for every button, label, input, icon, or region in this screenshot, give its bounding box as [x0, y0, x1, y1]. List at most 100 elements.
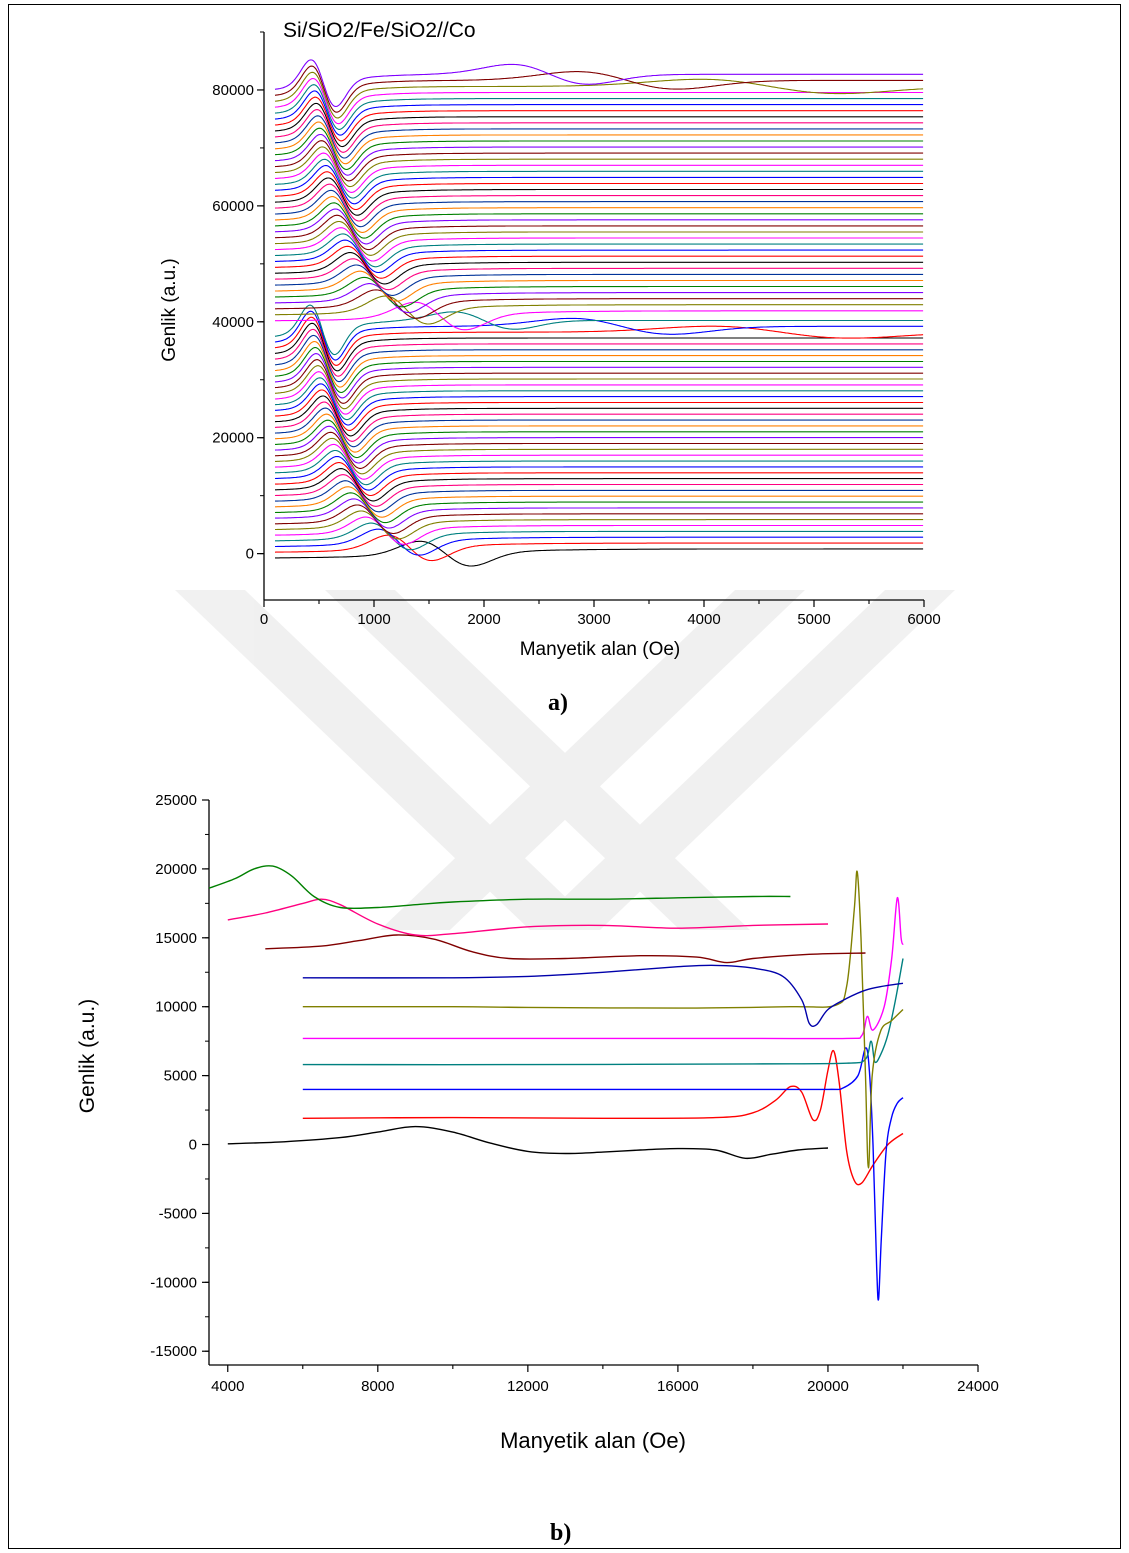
page-frame	[8, 4, 1121, 1549]
series-line	[274, 102, 924, 148]
series-line	[302, 958, 904, 1066]
series-line	[274, 340, 924, 388]
y-tick-label: -5000	[159, 1205, 197, 1222]
x-tick-label: 5000	[797, 611, 830, 628]
x-tick-label: 4000	[687, 611, 720, 628]
y-tick-label: 0	[189, 1137, 197, 1154]
series-line	[274, 371, 924, 415]
y-tick-label: 20000	[212, 430, 254, 447]
series-line	[274, 389, 924, 431]
x-tick-label: 2000	[467, 611, 500, 628]
y-tick-label: 5000	[164, 1068, 197, 1085]
series-line	[275, 419, 924, 459]
chart-a-ylabel: Genlik (a.u.)	[159, 258, 180, 361]
chart-a-axes: 0 1000 2000 3000 4000 5000 6000020000400006000…	[212, 31, 941, 628]
chart-a: Si/SiO2/Fe/SiO2//Co Manyetik alan (Oe) G…	[159, 19, 941, 660]
series-line	[275, 264, 924, 296]
chart-b-axes: 4000 8000 12000 16000 20000 24000 -15000 -10000…	[150, 792, 999, 1395]
series-line	[275, 383, 924, 426]
series-line	[274, 407, 924, 448]
series-line	[274, 334, 924, 383]
series-line	[274, 115, 924, 159]
series-line	[227, 1125, 829, 1160]
series-line	[302, 964, 904, 1028]
chart-a-title: Si/SiO2/Fe/SiO2//Co	[283, 19, 476, 42]
series-line	[274, 492, 924, 524]
series-line	[275, 270, 924, 302]
series-line	[274, 425, 924, 464]
series-line	[274, 377, 924, 421]
series-line	[302, 1047, 904, 1301]
series-line	[274, 208, 924, 245]
x-tick-label: 24000	[957, 1378, 999, 1395]
series-line	[274, 322, 924, 372]
y-tick-label: 10000	[155, 999, 197, 1016]
series-line	[275, 220, 924, 256]
series-line	[274, 534, 924, 562]
x-tick-label: 16000	[657, 1378, 699, 1395]
series-line	[275, 540, 924, 567]
x-tick-label: 0	[260, 611, 268, 628]
series-line	[274, 474, 924, 507]
series-line	[275, 189, 924, 228]
series-line	[275, 214, 924, 251]
series-line	[275, 245, 924, 279]
series-line	[274, 328, 924, 377]
series-line	[274, 449, 924, 486]
series-line	[274, 353, 924, 399]
y-tick-label: -15000	[150, 1343, 197, 1360]
series-line	[274, 258, 924, 291]
x-tick-label: 3000	[577, 611, 610, 628]
series-line	[274, 359, 924, 404]
caption-a: a)	[548, 690, 568, 716]
x-tick-label: 1000	[357, 611, 390, 628]
series-line	[275, 462, 924, 497]
chart-a-lines	[274, 59, 924, 567]
series-line	[274, 127, 924, 171]
x-tick-label: 4000	[211, 1378, 244, 1395]
y-tick-label: 40000	[212, 314, 254, 331]
series-line	[275, 133, 924, 176]
x-tick-label: 6000	[907, 611, 940, 628]
series-line	[274, 96, 924, 142]
chart-b-ylabel: Genlik (a.u.)	[76, 999, 99, 1113]
chart-a-xlabel: Manyetik alan (Oe)	[520, 639, 681, 660]
caption-b: b)	[550, 1520, 572, 1546]
series-line	[275, 251, 924, 285]
series-line	[275, 480, 924, 513]
series-line	[208, 865, 791, 910]
series-line	[274, 395, 924, 437]
series-line	[227, 898, 829, 937]
series-line	[274, 347, 924, 394]
series-line	[275, 413, 924, 453]
series-line	[274, 146, 924, 188]
series-line	[302, 897, 904, 1040]
chart-b-xlabel: Manyetik alan (Oe)	[500, 1428, 686, 1453]
series-line	[275, 498, 924, 529]
series-line	[275, 239, 924, 274]
series-line	[302, 870, 904, 1169]
series-line	[302, 1049, 904, 1186]
series-line	[274, 121, 924, 165]
series-line	[274, 233, 924, 268]
series-line	[274, 304, 924, 356]
series-line	[274, 140, 924, 182]
series-line	[274, 227, 924, 262]
series-line	[274, 455, 924, 491]
series-line	[275, 504, 924, 535]
x-tick-label: 8000	[361, 1378, 394, 1395]
watermark-stroke	[380, 590, 805, 930]
series-line	[274, 365, 924, 410]
y-tick-label: 0	[246, 546, 254, 563]
y-tick-label: 25000	[155, 792, 197, 809]
series-line	[275, 486, 924, 518]
series-line	[275, 171, 924, 211]
series-line	[265, 934, 866, 964]
series-line	[275, 152, 924, 193]
series-line	[275, 528, 924, 556]
y-tick-label: 20000	[155, 861, 197, 878]
series-line	[275, 468, 924, 502]
x-tick-label: 12000	[507, 1378, 549, 1395]
series-line	[274, 177, 924, 216]
series-line	[275, 443, 924, 480]
